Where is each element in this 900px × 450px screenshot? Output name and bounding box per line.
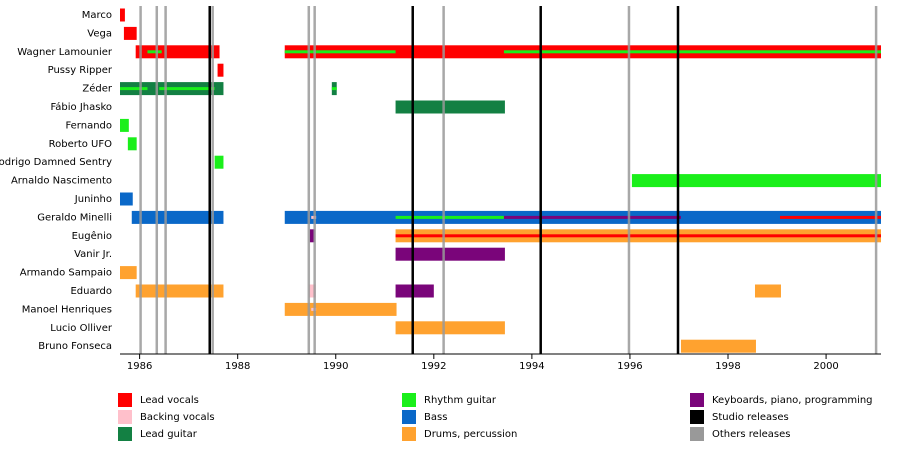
role-stripe [159, 87, 215, 91]
legend-label: Backing vocals [140, 412, 215, 423]
legend-swatch [690, 410, 704, 424]
member-bar [309, 229, 315, 243]
x-tick-label: 1986 [127, 361, 152, 372]
row-label: Geraldo Minelli [37, 212, 112, 223]
member-bar [284, 302, 397, 316]
legend-label: Lead vocals [140, 395, 199, 406]
row-label: Eugênio [72, 230, 112, 242]
legend-label: Bass [424, 412, 447, 423]
role-stripe [503, 50, 881, 54]
row-label: Vega [87, 28, 112, 39]
role-stripe [503, 215, 681, 219]
row-label: Armando Sampaio [20, 268, 112, 279]
legend-label: Rhythm guitar [424, 395, 497, 406]
row-label: Bruno Fonseca [38, 341, 112, 352]
row-label: Fábio Jhasko [50, 101, 112, 113]
member-bar [214, 155, 224, 169]
x-tick-label: 1992 [421, 361, 446, 372]
row-label: Wagner Lamounier [17, 47, 113, 58]
legend-label: Lead guitar [140, 429, 198, 440]
member-bar [754, 284, 781, 298]
member-bar [131, 210, 224, 224]
legend-swatch [118, 410, 132, 424]
role-stripe [331, 87, 337, 91]
role-stripe [147, 50, 162, 54]
row-label: Roberto UFO [49, 139, 113, 150]
row-label: Juninho [74, 194, 112, 205]
row-label: Marco [82, 10, 112, 21]
role-stripe [395, 215, 504, 219]
member-bar [127, 137, 137, 151]
member-bar [120, 266, 137, 280]
member-bar [217, 63, 224, 77]
row-label: Rodrigo Damned Sentry [0, 157, 112, 168]
legend-swatch [402, 410, 416, 424]
x-tick-label: 1996 [617, 361, 642, 372]
member-bar [680, 339, 756, 353]
legend-swatch [118, 427, 132, 441]
member-bar [395, 100, 505, 114]
legend-swatch [402, 427, 416, 441]
row-label: Fernando [65, 120, 112, 131]
x-tick-label: 1994 [519, 361, 544, 372]
member-bar [395, 247, 505, 261]
x-tick-label: 2000 [813, 361, 838, 372]
role-stripe [284, 50, 396, 54]
member-bar [395, 321, 505, 335]
legend-swatch [690, 393, 704, 407]
row-label: Manoel Henriques [22, 304, 112, 315]
member-bar [120, 118, 129, 132]
member-bar [120, 8, 125, 22]
row-label: Arnaldo Nascimento [11, 176, 112, 187]
row-label: Eduardo [70, 286, 112, 297]
row-label: Vanir Jr. [74, 249, 112, 260]
row-label: Zéder [82, 83, 113, 95]
role-stripe [395, 234, 881, 238]
member-bar [308, 284, 316, 298]
x-tick-label: 1998 [715, 361, 740, 372]
legend-label: Studio releases [712, 412, 789, 423]
x-tick-label: 1988 [225, 361, 250, 372]
x-tick-label: 1990 [323, 361, 348, 372]
legend-swatch [402, 393, 416, 407]
legend-label: Others releases [712, 429, 790, 440]
role-stripe [779, 215, 881, 219]
member-bar [395, 284, 434, 298]
legend-label: Drums, percussion [424, 429, 517, 440]
member-bar [123, 26, 137, 40]
legend-label: Keyboards, piano, programming [712, 395, 873, 406]
role-stripe [120, 87, 148, 91]
row-label: Lucio Olliver [50, 323, 113, 334]
legend-swatch [118, 393, 132, 407]
member-bar [120, 192, 133, 206]
row-label: Pussy Ripper [48, 65, 113, 76]
member-bar [631, 174, 881, 188]
legend-swatch [690, 427, 704, 441]
